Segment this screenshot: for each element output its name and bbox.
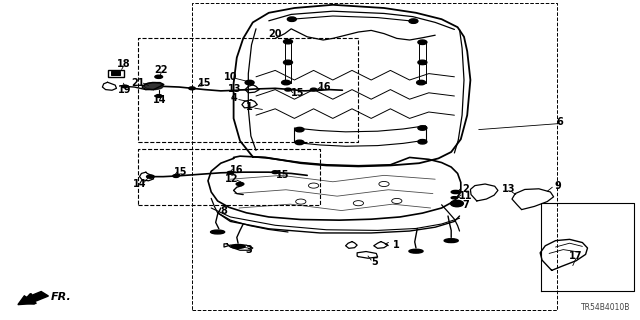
Text: 15: 15 — [174, 166, 188, 177]
Ellipse shape — [236, 182, 244, 186]
Ellipse shape — [285, 88, 291, 91]
Ellipse shape — [409, 249, 423, 253]
Text: 10: 10 — [223, 72, 237, 82]
Text: 17: 17 — [569, 251, 583, 261]
Ellipse shape — [451, 190, 460, 194]
Circle shape — [409, 19, 418, 23]
Text: 13: 13 — [502, 184, 516, 195]
Text: 1: 1 — [394, 240, 400, 250]
Text: 7: 7 — [462, 200, 468, 210]
Text: 11: 11 — [458, 191, 472, 201]
Text: 2: 2 — [462, 184, 468, 195]
Ellipse shape — [231, 244, 245, 248]
Text: 13: 13 — [228, 84, 242, 94]
Text: 5: 5 — [371, 257, 378, 268]
Circle shape — [284, 39, 292, 44]
Text: 8: 8 — [221, 205, 227, 216]
Text: 18: 18 — [116, 59, 131, 69]
Ellipse shape — [272, 171, 278, 173]
Circle shape — [418, 126, 427, 130]
Ellipse shape — [155, 75, 163, 78]
Text: 9: 9 — [555, 180, 561, 191]
Ellipse shape — [211, 230, 225, 234]
Text: 19: 19 — [118, 84, 132, 95]
Text: 14: 14 — [153, 95, 167, 105]
Text: FR.: FR. — [51, 292, 72, 302]
Text: 15: 15 — [291, 88, 305, 99]
Circle shape — [282, 80, 291, 85]
Text: 20: 20 — [268, 28, 282, 39]
Circle shape — [287, 17, 296, 21]
Circle shape — [295, 140, 304, 145]
Text: 12: 12 — [225, 174, 239, 184]
Circle shape — [295, 127, 304, 132]
Text: 1: 1 — [246, 102, 253, 112]
Ellipse shape — [122, 85, 128, 88]
Text: TR54B4010B: TR54B4010B — [581, 303, 630, 312]
Text: 16: 16 — [230, 164, 244, 175]
Text: 15: 15 — [276, 170, 290, 180]
FancyBboxPatch shape — [111, 71, 120, 75]
Ellipse shape — [144, 83, 163, 90]
Ellipse shape — [444, 239, 458, 243]
Circle shape — [417, 80, 426, 85]
Text: 14: 14 — [132, 179, 147, 189]
Text: 6: 6 — [557, 116, 563, 127]
Circle shape — [284, 60, 292, 65]
Text: 3: 3 — [245, 245, 252, 255]
Text: 21: 21 — [131, 78, 145, 88]
FancyBboxPatch shape — [108, 70, 124, 77]
Ellipse shape — [227, 172, 234, 174]
Ellipse shape — [173, 175, 179, 177]
Text: 22: 22 — [154, 65, 168, 76]
Ellipse shape — [147, 175, 154, 178]
Circle shape — [418, 140, 427, 144]
Text: 16: 16 — [318, 82, 332, 92]
Circle shape — [245, 80, 254, 85]
Ellipse shape — [451, 196, 458, 199]
Text: 4: 4 — [230, 93, 237, 103]
Circle shape — [418, 60, 427, 65]
Circle shape — [418, 40, 427, 44]
Text: 15: 15 — [198, 77, 212, 88]
Ellipse shape — [189, 87, 195, 90]
Ellipse shape — [156, 95, 162, 98]
FancyArrow shape — [18, 292, 49, 305]
Ellipse shape — [310, 88, 317, 91]
Circle shape — [451, 200, 463, 207]
